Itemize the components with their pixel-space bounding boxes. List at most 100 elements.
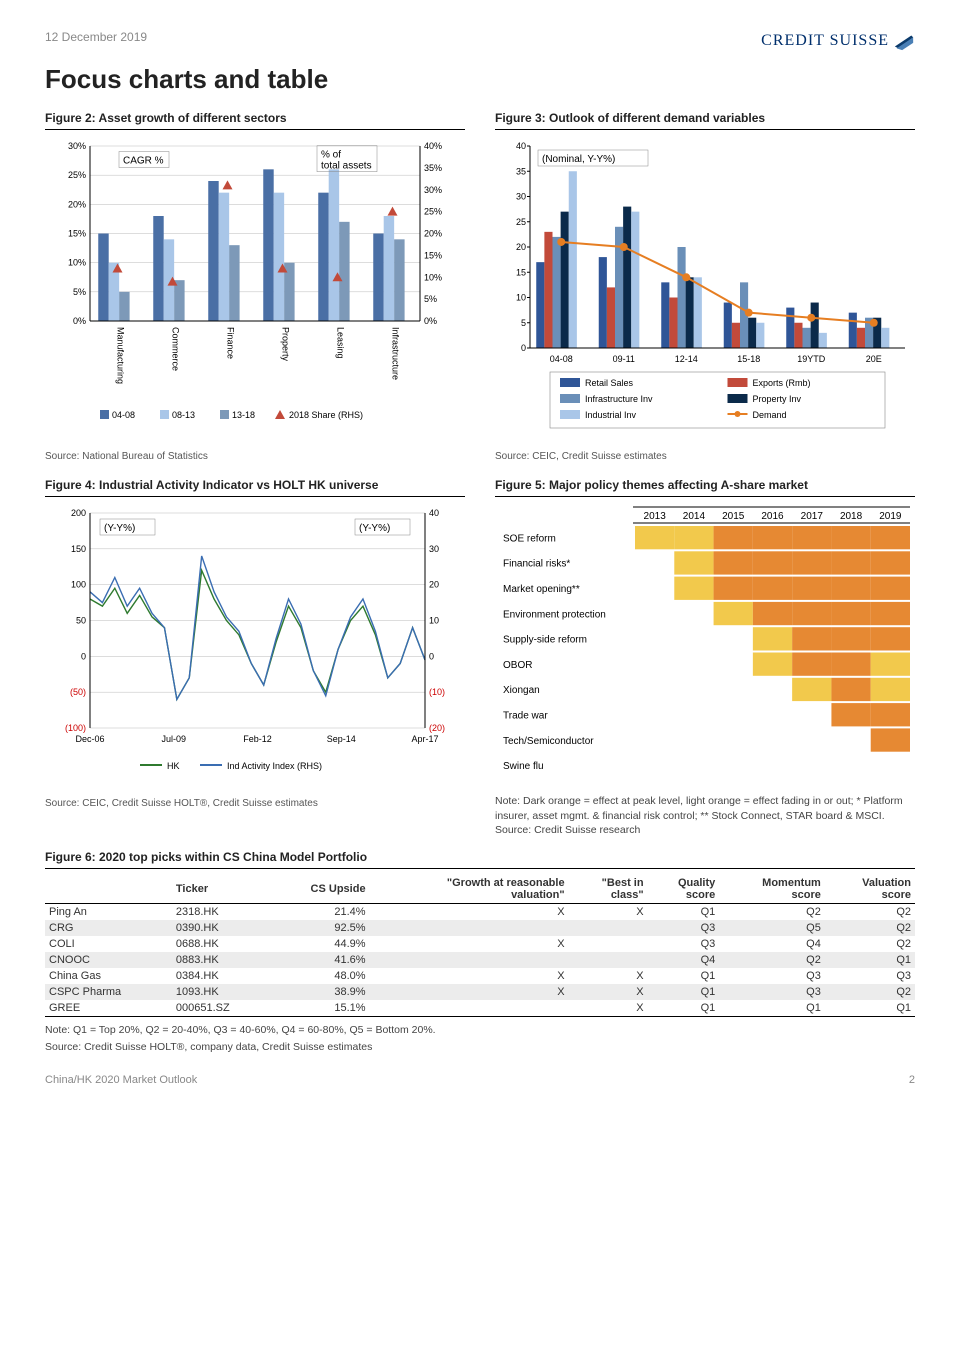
table-row: GREE000651.SZ15.1%XQ1Q1Q1 xyxy=(45,1000,915,1017)
table-cell: Q1 xyxy=(648,1000,720,1017)
table-cell: X xyxy=(569,968,648,984)
svg-text:2017: 2017 xyxy=(801,511,824,522)
table-cell: 2318.HK xyxy=(172,904,270,921)
table-cell: 1093.HK xyxy=(172,984,270,1000)
table-cell: China Gas xyxy=(45,968,172,984)
table-cell: 44.9% xyxy=(270,936,370,952)
svg-text:08-13: 08-13 xyxy=(172,410,195,420)
table-cell xyxy=(370,952,569,968)
svg-text:(10): (10) xyxy=(429,687,445,697)
table-cell xyxy=(569,936,648,952)
svg-text:Finance: Finance xyxy=(226,327,236,359)
table-row: CRG0390.HK92.5%Q3Q5Q2 xyxy=(45,920,915,936)
svg-text:10%: 10% xyxy=(68,258,86,268)
fig2-source: Source: National Bureau of Statistics xyxy=(45,451,465,462)
svg-text:0: 0 xyxy=(521,343,526,353)
svg-text:Xiongan: Xiongan xyxy=(503,685,540,696)
table-cell: 0883.HK xyxy=(172,952,270,968)
svg-text:Exports (Rmb): Exports (Rmb) xyxy=(753,378,811,388)
table-cell: Q2 xyxy=(825,936,915,952)
svg-text:total assets: total assets xyxy=(321,161,372,172)
fig4-chart: (100)(50)050100150200(20)(10)010203040De… xyxy=(45,503,465,783)
svg-text:0: 0 xyxy=(429,651,434,661)
table-cell: Q2 xyxy=(825,904,915,921)
col-header: Ticker xyxy=(172,875,270,904)
fig6-title: Figure 6: 2020 top picks within CS China… xyxy=(45,848,915,869)
svg-text:25%: 25% xyxy=(424,207,442,217)
svg-text:04-08: 04-08 xyxy=(550,354,573,364)
svg-text:(50): (50) xyxy=(70,687,86,697)
table-row: CNOOC0883.HK41.6%Q4Q2Q1 xyxy=(45,952,915,968)
table-cell: X xyxy=(569,904,648,921)
svg-text:Sep-14: Sep-14 xyxy=(327,734,356,744)
table-cell: CSPC Pharma xyxy=(45,984,172,1000)
svg-text:10: 10 xyxy=(429,616,439,626)
svg-text:20: 20 xyxy=(516,242,526,252)
col-header: CS Upside xyxy=(270,875,370,904)
svg-text:2018 Share (RHS): 2018 Share (RHS) xyxy=(289,410,363,420)
svg-text:20%: 20% xyxy=(68,199,86,209)
table-cell: Q3 xyxy=(719,968,825,984)
svg-text:2019: 2019 xyxy=(879,511,902,522)
fig3-chart: 051015202530354004-0809-1112-1415-1819YT… xyxy=(495,136,915,436)
svg-text:20: 20 xyxy=(429,580,439,590)
table-row: China Gas0384.HK48.0%XXQ1Q3Q3 xyxy=(45,968,915,984)
svg-text:Apr-17: Apr-17 xyxy=(411,734,438,744)
table-cell: X xyxy=(370,904,569,921)
fig5-chart: 2013201420152016201720182019SOE reformFi… xyxy=(495,503,915,783)
svg-text:30: 30 xyxy=(429,544,439,554)
svg-text:Commerce: Commerce xyxy=(171,327,181,371)
svg-text:Manufacturing: Manufacturing xyxy=(116,327,126,384)
table-cell: Q2 xyxy=(719,952,825,968)
table-cell: 48.0% xyxy=(270,968,370,984)
svg-text:Supply-side reform: Supply-side reform xyxy=(503,635,587,646)
svg-text:19YTD: 19YTD xyxy=(797,354,826,364)
fig6-note2: Source: Credit Suisse HOLT®, company dat… xyxy=(45,1040,915,1055)
svg-text:Financial risks*: Financial risks* xyxy=(503,559,570,570)
svg-text:35%: 35% xyxy=(424,163,442,173)
svg-text:04-08: 04-08 xyxy=(112,410,135,420)
svg-text:Market opening**: Market opening** xyxy=(503,584,580,595)
svg-text:0%: 0% xyxy=(73,316,86,326)
svg-text:30%: 30% xyxy=(424,185,442,195)
svg-text:2015: 2015 xyxy=(722,511,745,522)
table-cell: X xyxy=(370,968,569,984)
table-cell: Q1 xyxy=(825,1000,915,1017)
svg-text:2018: 2018 xyxy=(840,511,863,522)
col-header: Momentumscore xyxy=(719,875,825,904)
footer-right: 2 xyxy=(909,1074,915,1086)
table-cell: Q3 xyxy=(719,984,825,1000)
svg-text:Ind Activity Index (RHS): Ind Activity Index (RHS) xyxy=(227,761,322,771)
svg-text:(100): (100) xyxy=(65,723,86,733)
table-cell: Q2 xyxy=(825,984,915,1000)
svg-text:150: 150 xyxy=(71,544,86,554)
svg-text:Swine flu: Swine flu xyxy=(503,761,544,772)
table-cell xyxy=(370,920,569,936)
svg-text:15-18: 15-18 xyxy=(737,354,760,364)
svg-text:25%: 25% xyxy=(68,170,86,180)
svg-text:100: 100 xyxy=(71,580,86,590)
svg-text:12-14: 12-14 xyxy=(675,354,698,364)
table-cell: Q1 xyxy=(825,952,915,968)
table-cell: Q3 xyxy=(648,936,720,952)
svg-text:5: 5 xyxy=(521,318,526,328)
table-cell: X xyxy=(370,936,569,952)
table-cell xyxy=(370,1000,569,1017)
table-cell: Q3 xyxy=(825,968,915,984)
svg-text:10%: 10% xyxy=(424,272,442,282)
logo-icon xyxy=(893,30,915,52)
svg-text:Infrastructure Inv: Infrastructure Inv xyxy=(585,394,653,404)
svg-text:Property Inv: Property Inv xyxy=(753,394,802,404)
svg-text:35: 35 xyxy=(516,166,526,176)
svg-text:Industrial Inv: Industrial Inv xyxy=(585,410,637,420)
svg-text:09-11: 09-11 xyxy=(613,354,635,364)
fig5-note: Note: Dark orange = effect at peak level… xyxy=(495,794,915,838)
table-cell: Q1 xyxy=(648,984,720,1000)
table-cell: 21.4% xyxy=(270,904,370,921)
table-cell: COLI xyxy=(45,936,172,952)
fig3-title: Figure 3: Outlook of different demand va… xyxy=(495,109,915,130)
svg-text:Demand: Demand xyxy=(753,410,787,420)
table-row: COLI0688.HK44.9%XQ3Q4Q2 xyxy=(45,936,915,952)
fig4-title: Figure 4: Industrial Activity Indicator … xyxy=(45,476,465,497)
svg-text:5%: 5% xyxy=(424,294,437,304)
